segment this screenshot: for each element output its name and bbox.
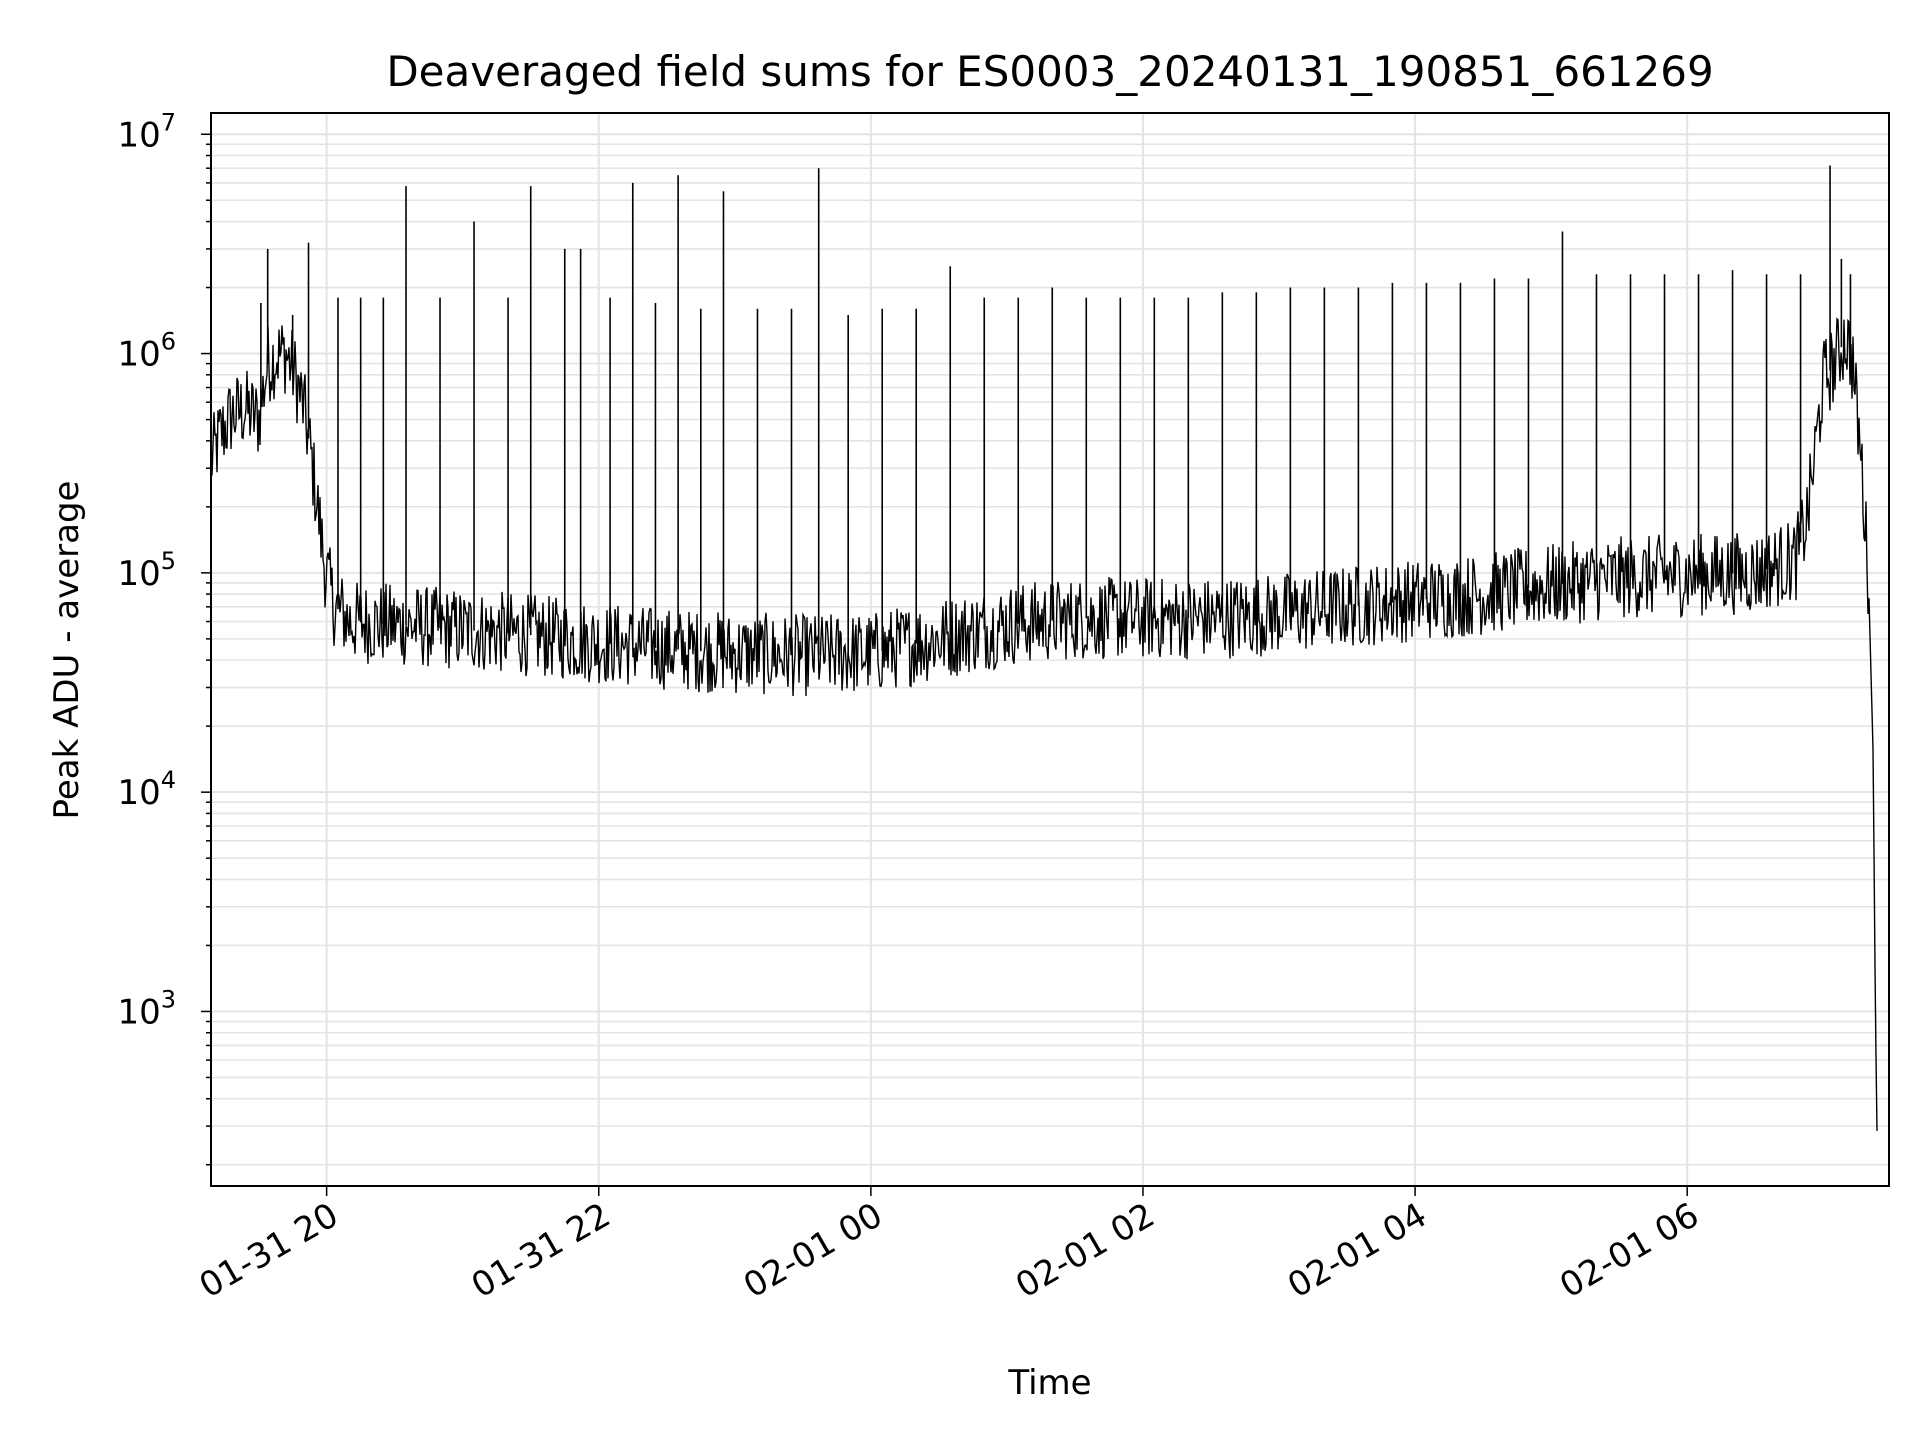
- y-tick-label: 104: [117, 766, 176, 813]
- y-tick-label: 107: [117, 108, 176, 155]
- y-tick-label: 103: [117, 985, 176, 1032]
- plot-frame: [210, 112, 1890, 1187]
- y-tick-label: 106: [117, 328, 176, 375]
- x-axis-label: Time: [1007, 1363, 1091, 1403]
- grid-lines: [211, 113, 1889, 1186]
- series-layer: [210, 165, 1878, 1131]
- chart-title: Deaveraged field sums for ES0003_2024013…: [386, 47, 1713, 96]
- series-line: [210, 317, 1878, 1131]
- y-tick-label: 105: [117, 547, 176, 594]
- y-axis-label: Peak ADU - average: [47, 481, 87, 820]
